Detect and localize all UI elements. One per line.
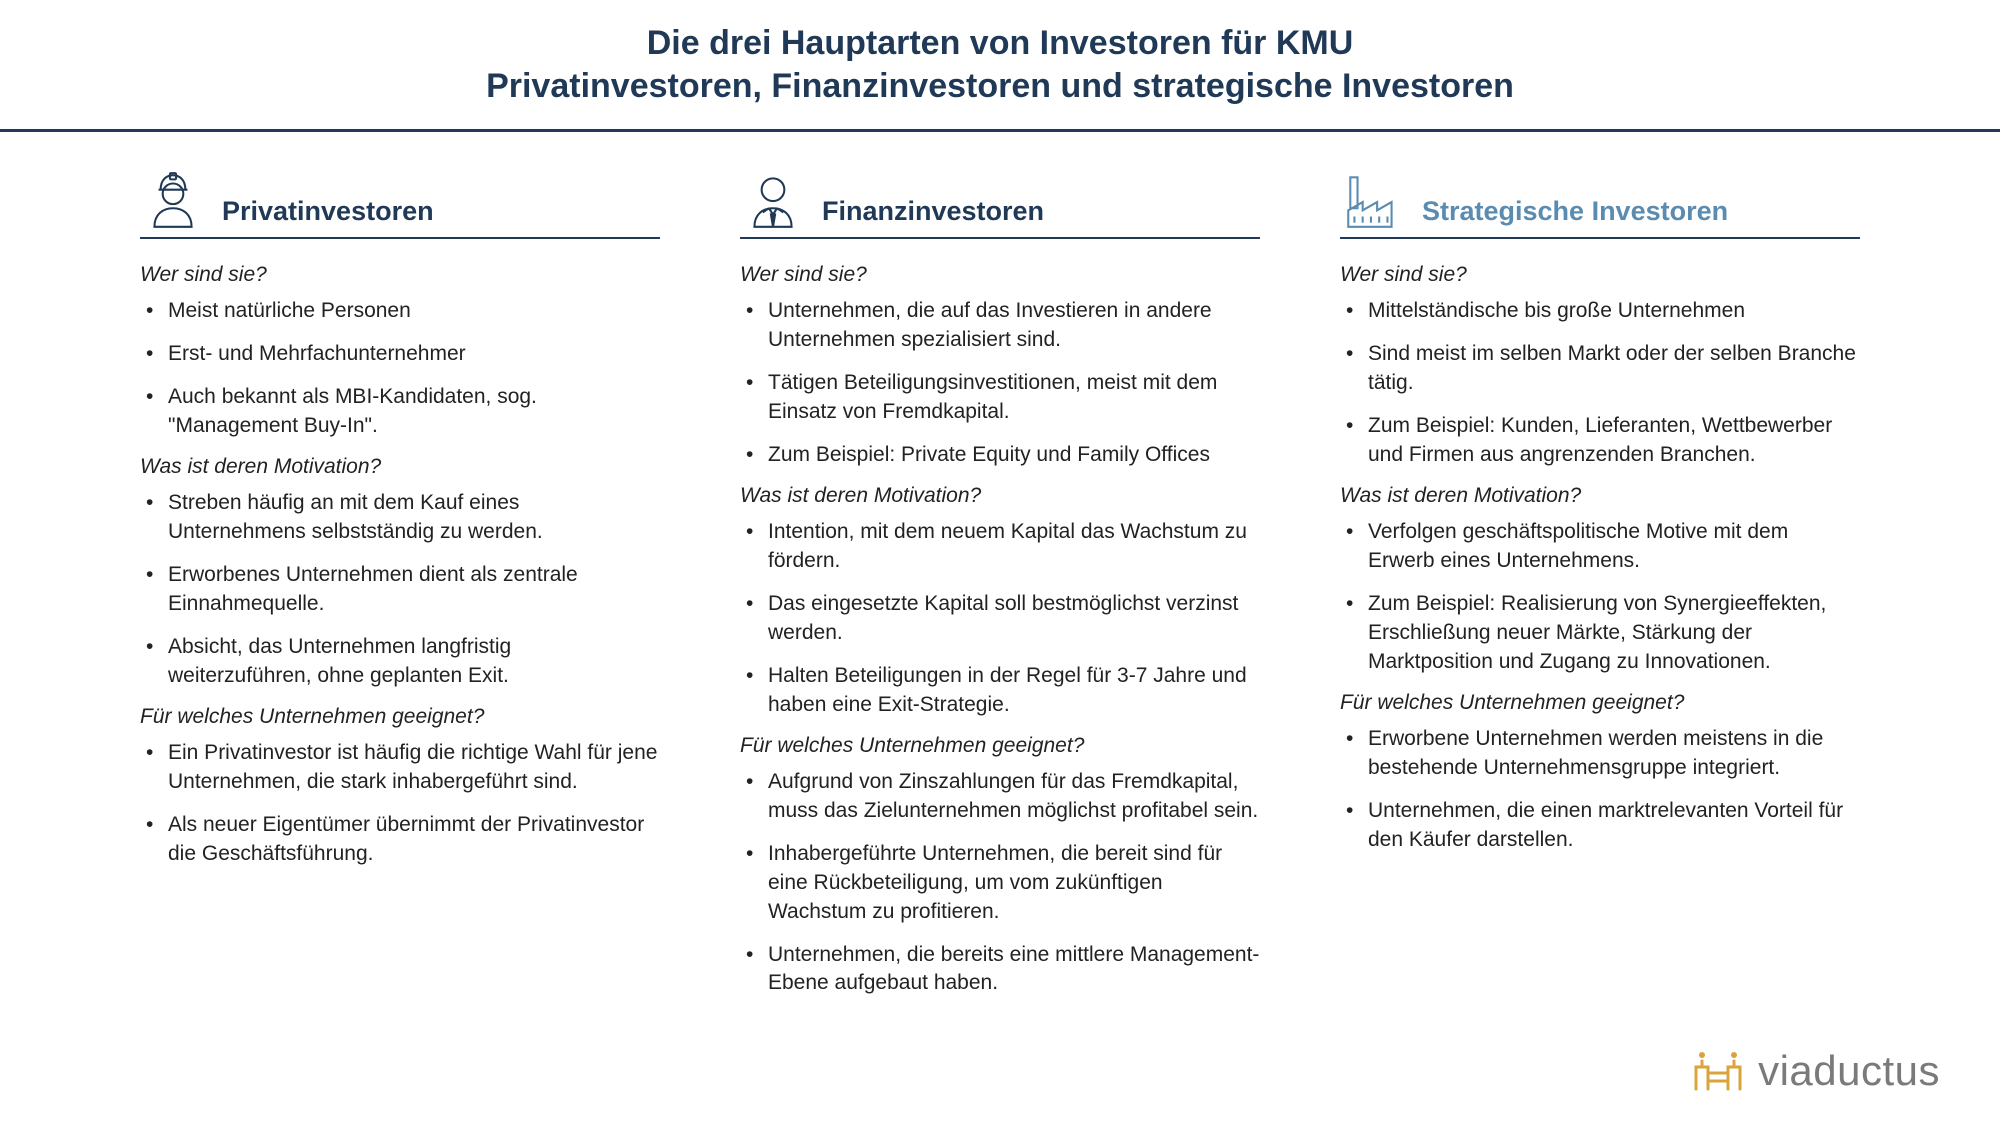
list-item: Unternehmen, die auf das Investieren in … [768, 297, 1260, 355]
column-body: Wer sind sie? Mittelständische bis große… [1340, 263, 1860, 855]
list-item: Auch bekannt als MBI-Kandidaten, sog. "M… [168, 383, 660, 441]
list-item: Zum Beispiel: Realisierung von Synergiee… [1368, 590, 1860, 677]
bullet-list: Mittelständische bis große Unternehmen S… [1340, 297, 1860, 470]
column-privatinvestoren: Privatinvestoren Wer sind sie? Meist nat… [140, 167, 660, 1012]
factory-icon [1340, 167, 1406, 233]
section-heading: Wer sind sie? [740, 263, 1260, 287]
page-header: Die drei Hauptarten von Investoren für K… [0, 0, 2000, 107]
column-title: Privatinvestoren [222, 196, 434, 233]
list-item: Aufgrund von Zinszahlungen für das Fremd… [768, 768, 1260, 826]
brand-logo: viaductus [1692, 1047, 1940, 1095]
section-heading: Was ist deren Motivation? [740, 484, 1260, 508]
list-item: Absicht, das Unternehmen langfristig wei… [168, 633, 660, 691]
bullet-list: Ein Privatinvestor ist häufig die richti… [140, 739, 660, 869]
list-item: Halten Beteiligungen in der Regel für 3-… [768, 662, 1260, 720]
title-line-2: Privatinvestoren, Finanzinvestoren und s… [486, 67, 1514, 105]
column-body: Wer sind sie? Unternehmen, die auf das I… [740, 263, 1260, 998]
list-item: Verfolgen geschäftspolitische Motive mit… [1368, 518, 1860, 576]
list-item: Streben häufig an mit dem Kauf eines Unt… [168, 489, 660, 547]
column-header: Finanzinvestoren [740, 167, 1260, 239]
bullet-list: Verfolgen geschäftspolitische Motive mit… [1340, 518, 1860, 677]
list-item: Zum Beispiel: Kunden, Lieferanten, Wettb… [1368, 412, 1860, 470]
list-item: Mittelständische bis große Unternehmen [1368, 297, 1860, 326]
list-item: Erworbenes Unternehmen dient als zentral… [168, 561, 660, 619]
bullet-list: Aufgrund von Zinszahlungen für das Fremd… [740, 768, 1260, 999]
page-title: Die drei Hauptarten von Investoren für K… [0, 22, 2000, 107]
section-heading: Wer sind sie? [140, 263, 660, 287]
list-item: Erst- und Mehrfachunternehmer [168, 340, 660, 369]
section-heading: Wer sind sie? [1340, 263, 1860, 287]
list-item: Meist natürliche Personen [168, 297, 660, 326]
list-item: Unternehmen, die bereits eine mittlere M… [768, 941, 1260, 999]
brand-logo-text: viaductus [1758, 1047, 1940, 1095]
list-item: Sind meist im selben Markt oder der selb… [1368, 340, 1860, 398]
list-item: Das eingesetzte Kapital soll bestmöglich… [768, 590, 1260, 648]
column-finanzinvestoren: Finanzinvestoren Wer sind sie? Unternehm… [740, 167, 1260, 1012]
column-title: Strategische Investoren [1422, 196, 1728, 233]
section-heading: Für welches Unternehmen geeignet? [740, 734, 1260, 758]
list-item: Ein Privatinvestor ist häufig die richti… [168, 739, 660, 797]
list-item: Intention, mit dem neuem Kapital das Wac… [768, 518, 1260, 576]
bullet-list: Meist natürliche Personen Erst- und Mehr… [140, 297, 660, 441]
list-item: Zum Beispiel: Private Equity und Family … [768, 441, 1260, 470]
title-line-1: Die drei Hauptarten von Investoren für K… [647, 24, 1354, 62]
list-item: Inhabergeführte Unternehmen, die bereit … [768, 840, 1260, 927]
section-heading: Für welches Unternehmen geeignet? [1340, 691, 1860, 715]
viaductus-logo-icon [1692, 1049, 1744, 1093]
list-item: Unternehmen, die einen marktrelevanten V… [1368, 797, 1860, 855]
worker-icon [140, 167, 206, 233]
list-item: Als neuer Eigentümer übernimmt der Priva… [168, 811, 660, 869]
bullet-list: Unternehmen, die auf das Investieren in … [740, 297, 1260, 470]
column-body: Wer sind sie? Meist natürliche Personen … [140, 263, 660, 869]
bullet-list: Streben häufig an mit dem Kauf eines Unt… [140, 489, 660, 691]
list-item: Erworbene Unternehmen werden meistens in… [1368, 725, 1860, 783]
section-heading: Für welches Unternehmen geeignet? [140, 705, 660, 729]
bullet-list: Intention, mit dem neuem Kapital das Wac… [740, 518, 1260, 720]
section-heading: Was ist deren Motivation? [1340, 484, 1860, 508]
bullet-list: Erworbene Unternehmen werden meistens in… [1340, 725, 1860, 855]
columns-container: Privatinvestoren Wer sind sie? Meist nat… [0, 132, 2000, 1012]
column-strategische-investoren: Strategische Investoren Wer sind sie? Mi… [1340, 167, 1860, 1012]
column-header: Strategische Investoren [1340, 167, 1860, 239]
list-item: Tätigen Beteiligungsinvestitionen, meist… [768, 369, 1260, 427]
column-title: Finanzinvestoren [822, 196, 1044, 233]
businessman-icon [740, 167, 806, 233]
section-heading: Was ist deren Motivation? [140, 455, 660, 479]
column-header: Privatinvestoren [140, 167, 660, 239]
